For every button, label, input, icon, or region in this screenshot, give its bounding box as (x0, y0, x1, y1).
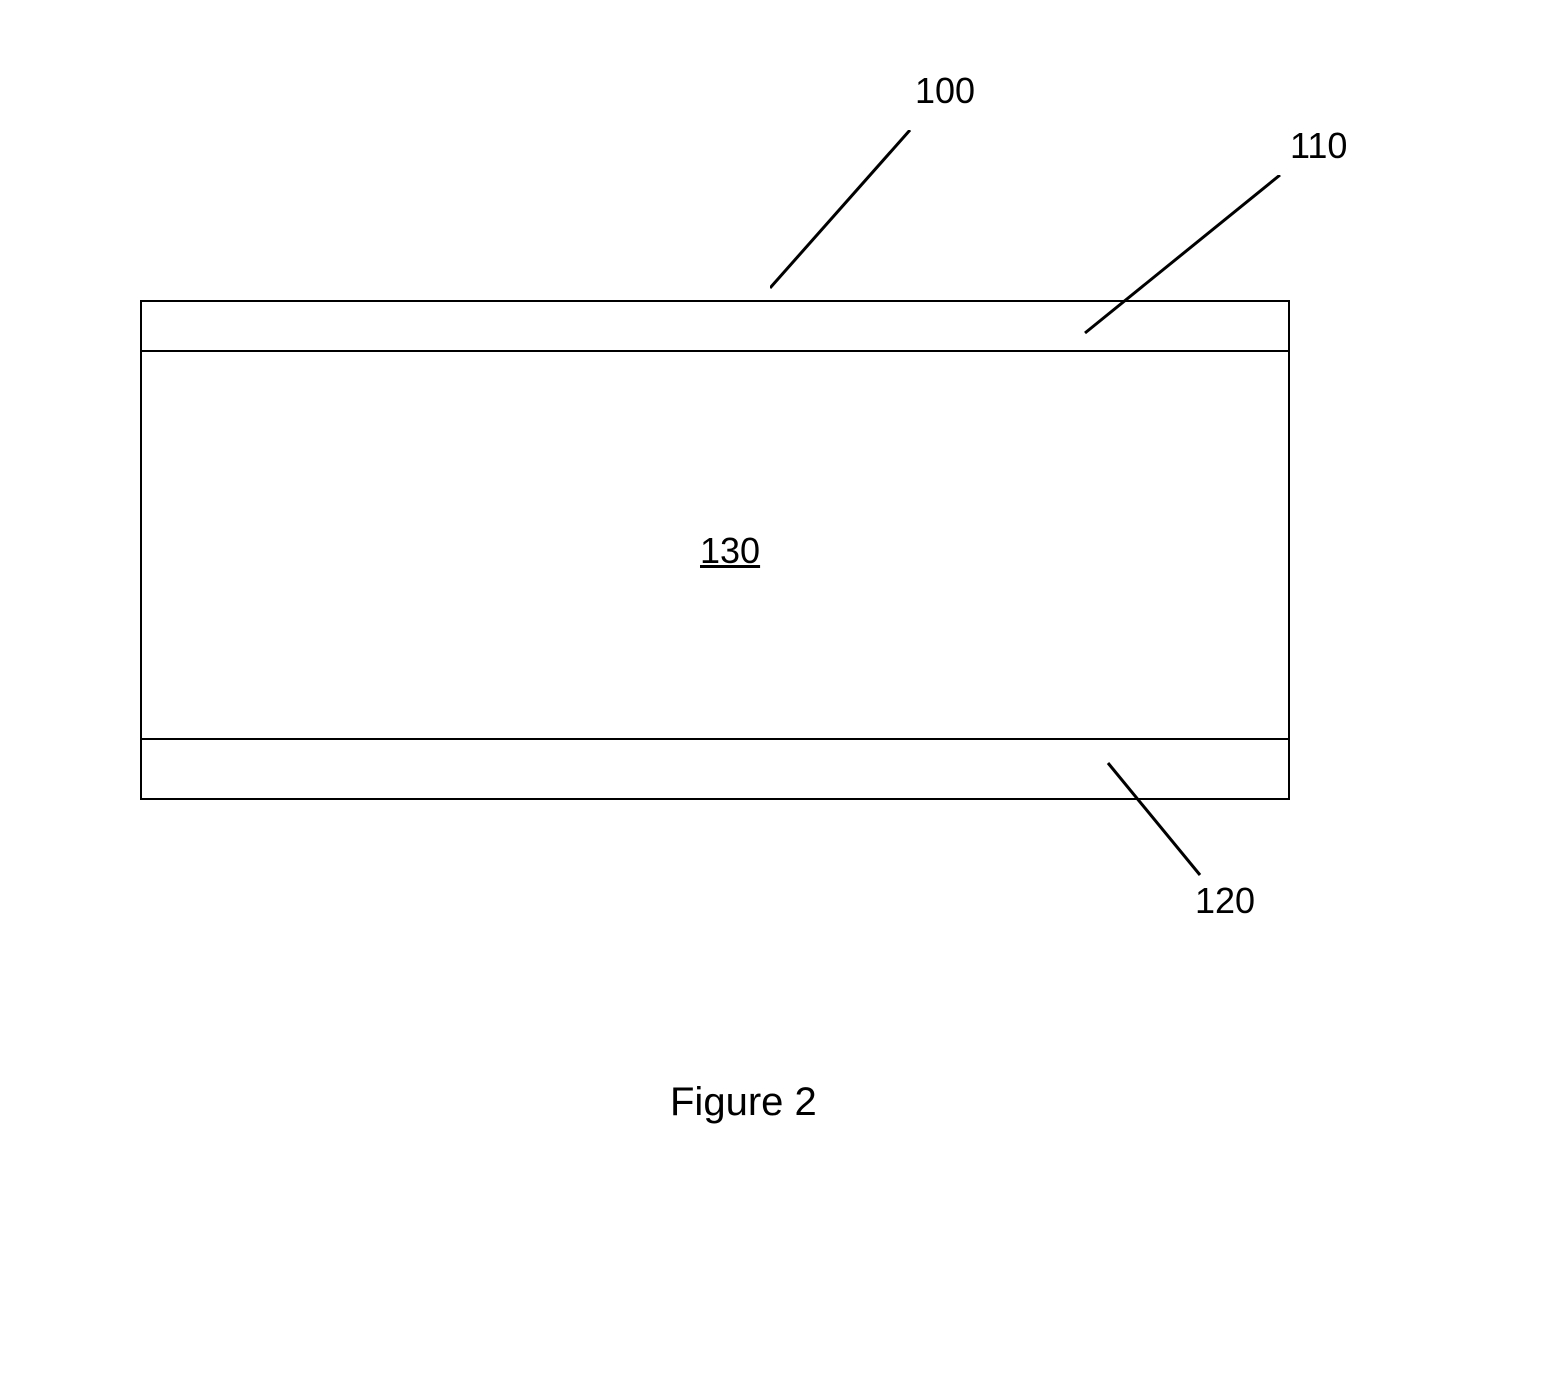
middle-layer-label: 130 (700, 530, 760, 572)
top-layer-label: 110 (1290, 125, 1347, 167)
figure-caption: Figure 2 (670, 1080, 817, 1125)
top-layer-divider (140, 350, 1290, 352)
top-layer-leader-line (1080, 175, 1330, 345)
assembly-label: 100 (915, 70, 975, 112)
bottom-layer-leader-line (1100, 755, 1230, 885)
diagram-container: 130 (140, 300, 1290, 800)
bottom-layer-divider (140, 738, 1290, 740)
assembly-leader-line (770, 130, 970, 300)
bottom-layer-label: 120 (1195, 880, 1255, 922)
